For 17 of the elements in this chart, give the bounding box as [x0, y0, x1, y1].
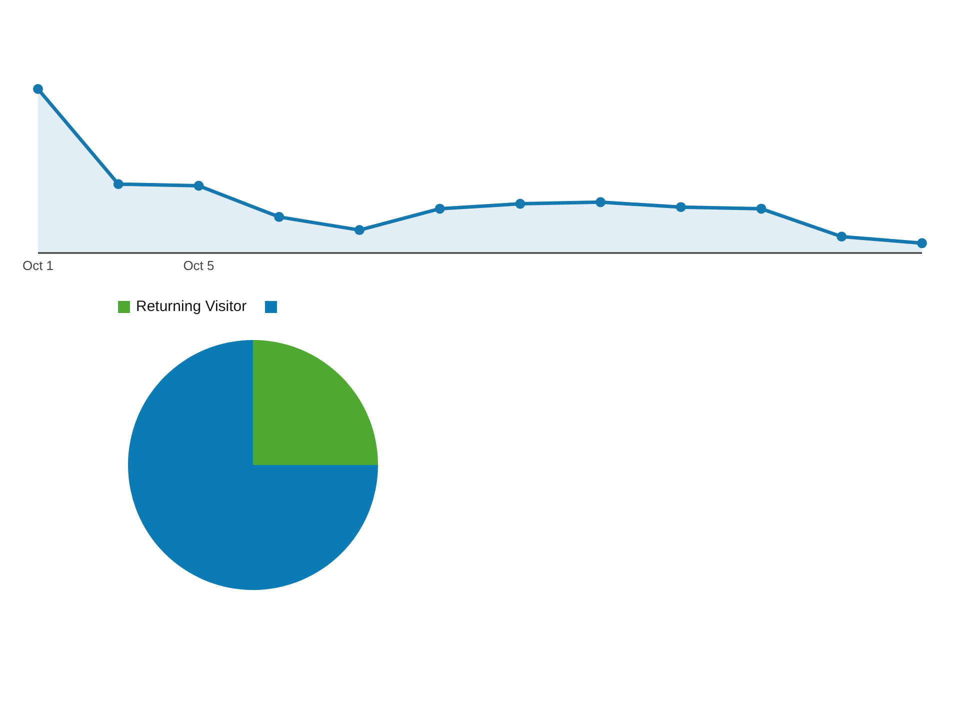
point: [113, 179, 124, 190]
legend-label: Returning Visitor: [136, 298, 247, 315]
pie-slice: [253, 340, 378, 465]
point: [194, 180, 204, 191]
point: [515, 198, 526, 209]
point: [434, 204, 445, 214]
point: [676, 202, 686, 212]
point: [33, 84, 43, 94]
point: [836, 232, 847, 242]
point: [274, 212, 284, 222]
pie-slice: [128, 340, 378, 590]
x-tick-label: Oct 1: [22, 258, 54, 274]
point: [354, 225, 364, 236]
point: [917, 238, 927, 248]
point: [596, 197, 606, 208]
point: [756, 204, 766, 214]
x-tick-label: Oct 5: [183, 258, 214, 274]
